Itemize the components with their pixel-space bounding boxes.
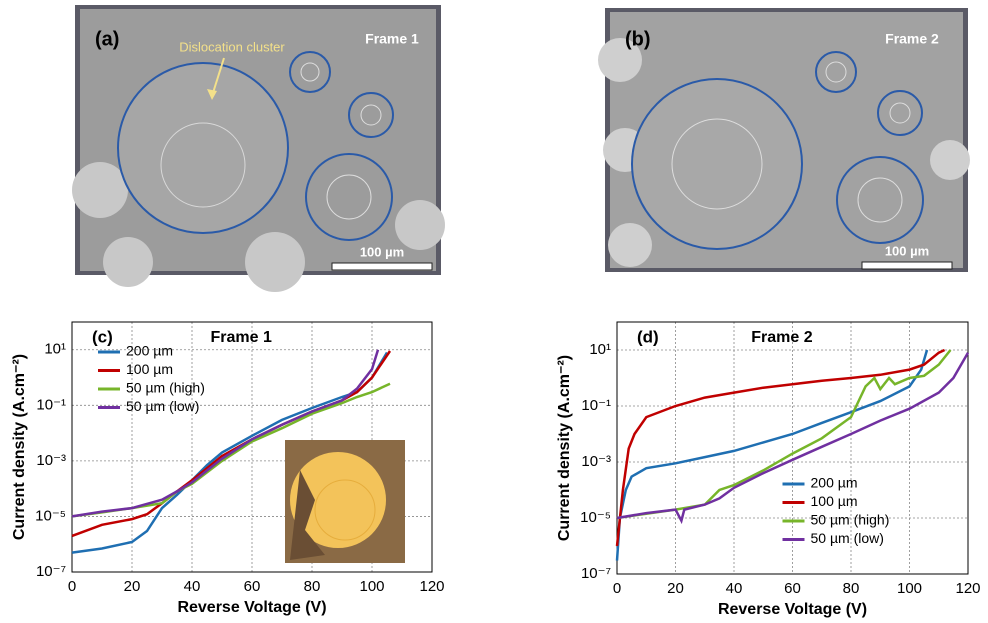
- blob: [598, 38, 642, 82]
- data-line: [71, 349, 380, 518]
- inset-defect: [290, 470, 325, 560]
- contact-circle: [348, 92, 394, 138]
- panel-label: (d): [637, 327, 659, 346]
- blob: [930, 140, 970, 180]
- contact-circle: [877, 90, 923, 136]
- x-tick-label: 100: [359, 578, 384, 595]
- x-axis-label: Reverse Voltage (V): [177, 599, 326, 616]
- micrograph-b: (b) Frame 2 100 µm: [598, 8, 970, 272]
- inset-photo: [285, 440, 405, 563]
- blob: [72, 162, 128, 218]
- x-tick-label: 80: [304, 578, 321, 595]
- x-tick-label: 60: [784, 580, 801, 597]
- y-tick-label: 10⁻¹: [581, 397, 611, 414]
- inner-circle: [857, 177, 903, 223]
- x-tick-label: 0: [68, 578, 76, 595]
- y-tick-label: 10¹: [589, 341, 611, 358]
- scale-label: 100 µm: [885, 243, 929, 258]
- blob: [608, 223, 652, 267]
- inner-circle: [326, 174, 372, 220]
- legend-label: 50 µm (high): [811, 512, 890, 528]
- contact-circle: [117, 62, 289, 234]
- x-tick-label: 40: [184, 578, 201, 595]
- contact-circle: [815, 51, 857, 93]
- inner-circle: [671, 118, 763, 210]
- legend-label: 100 µm: [126, 361, 173, 377]
- inset-contact: [290, 452, 386, 548]
- y-tick-label: 10⁻⁵: [35, 507, 66, 524]
- legend-label: 50 µm (low): [126, 398, 199, 414]
- inner-circle: [360, 104, 382, 126]
- plot-frame: [616, 321, 969, 575]
- x-axis-label: Reverse Voltage (V): [718, 601, 867, 618]
- panel-label: (b): [625, 28, 651, 50]
- panel-label: (a): [95, 28, 119, 50]
- contact-circle: [305, 153, 393, 241]
- x-tick-label: 100: [897, 580, 922, 597]
- chart-title: Frame 2: [751, 329, 812, 346]
- contact-circle: [631, 78, 803, 250]
- x-tick-label: 120: [419, 578, 444, 595]
- annotation: Dislocation cluster: [179, 39, 285, 54]
- y-axis-label: Current density (A.cm⁻²): [11, 354, 28, 540]
- legend-label: 50 µm (low): [811, 530, 884, 546]
- inner-circle: [825, 61, 847, 83]
- data-line: [615, 348, 946, 547]
- legend-label: 50 µm (high): [126, 380, 205, 396]
- arrow-head: [207, 89, 217, 100]
- x-tick-label: 60: [244, 578, 261, 595]
- y-tick-label: 10⁻⁷: [581, 565, 611, 582]
- data-line: [616, 352, 970, 525]
- y-axis-label: Current density (A.cm⁻²): [556, 355, 573, 541]
- inset-inner: [314, 479, 376, 541]
- x-tick-label: 120: [955, 580, 980, 597]
- y-tick-label: 10⁻⁵: [580, 509, 611, 526]
- blob: [245, 232, 305, 292]
- y-tick-label: 10⁻³: [36, 452, 66, 469]
- arrow: [211, 57, 225, 97]
- panel-label: (c): [92, 327, 113, 346]
- y-tick-label: 10⁻¹: [36, 396, 66, 413]
- y-tick-label: 10⁻³: [581, 453, 611, 470]
- legend-label: 200 µm: [811, 475, 858, 491]
- plot-frame: [71, 321, 433, 573]
- x-tick-label: 20: [124, 578, 141, 595]
- x-tick-label: 80: [843, 580, 860, 597]
- x-tick-label: 0: [613, 580, 621, 597]
- legend-label: 200 µm: [126, 343, 173, 359]
- micrograph-a: (a) Frame 1 Dislocation cluster 100 µm: [72, 5, 445, 292]
- frame-title: Frame 2: [885, 31, 939, 47]
- x-tick-label: 40: [726, 580, 743, 597]
- data-line: [616, 349, 952, 520]
- frame-title: Frame 1: [365, 31, 419, 47]
- x-tick-label: 20: [667, 580, 684, 597]
- inner-circle: [300, 62, 320, 82]
- scale-bar: [861, 261, 953, 270]
- blob: [103, 237, 153, 287]
- scale-label: 100 µm: [360, 244, 404, 259]
- chart-title: Frame 1: [211, 329, 272, 346]
- legend-label: 100 µm: [811, 493, 858, 509]
- scale-bar: [331, 262, 433, 271]
- blob: [395, 200, 445, 250]
- y-tick-label: 10⁻⁷: [36, 563, 66, 580]
- inner-circle: [889, 102, 911, 124]
- y-tick-label: 10¹: [44, 341, 66, 358]
- contact-circle: [836, 156, 924, 244]
- inner-circle: [160, 122, 246, 208]
- data-line: [615, 349, 929, 561]
- contact-circle: [289, 51, 331, 93]
